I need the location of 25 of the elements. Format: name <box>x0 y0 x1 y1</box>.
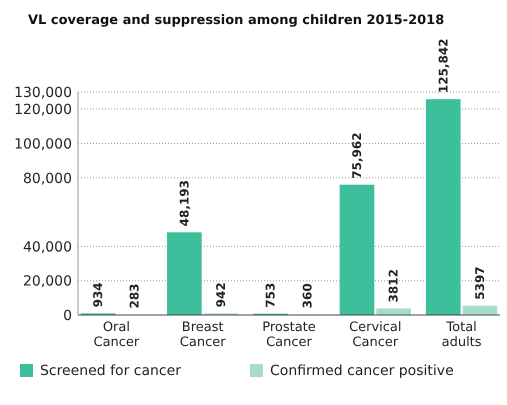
data-label: 75,962 <box>350 132 364 179</box>
chart-title: VL coverage and suppression among children 2015-2018 <box>28 13 444 28</box>
y-tick-label: 100,000 <box>14 136 72 152</box>
data-label: 753 <box>264 282 278 308</box>
x-tick-label: Prostate Cancer <box>262 320 316 350</box>
x-tick-label: Cervical Cancer <box>349 320 402 350</box>
data-label: 125,842 <box>436 38 450 94</box>
legend-label: Screened for cancer <box>40 363 182 379</box>
data-label: 934 <box>91 282 106 308</box>
x-tick-label: Breast Cancer <box>180 320 226 350</box>
legend-label: Confirmed cancer positive <box>270 363 454 379</box>
data-label: 360 <box>300 283 314 308</box>
y-tick-label: 20,000 <box>23 274 72 290</box>
data-label: 48,193 <box>177 180 192 226</box>
data-label: 5397 <box>472 266 487 300</box>
y-tick-label: 40,000 <box>23 239 72 256</box>
data-label: 3812 <box>386 269 401 302</box>
x-tick-label: Total adults <box>442 320 482 350</box>
y-tick-label: 120,000 <box>14 102 72 118</box>
y-tick-label: 80,000 <box>23 170 72 187</box>
y-tick-label: 0 <box>63 308 72 324</box>
data-label: 283 <box>128 283 142 309</box>
y-tick-label: 130,000 <box>14 85 72 101</box>
data-label: 942 <box>214 282 228 308</box>
x-tick-label: Oral Cancer <box>94 320 140 350</box>
